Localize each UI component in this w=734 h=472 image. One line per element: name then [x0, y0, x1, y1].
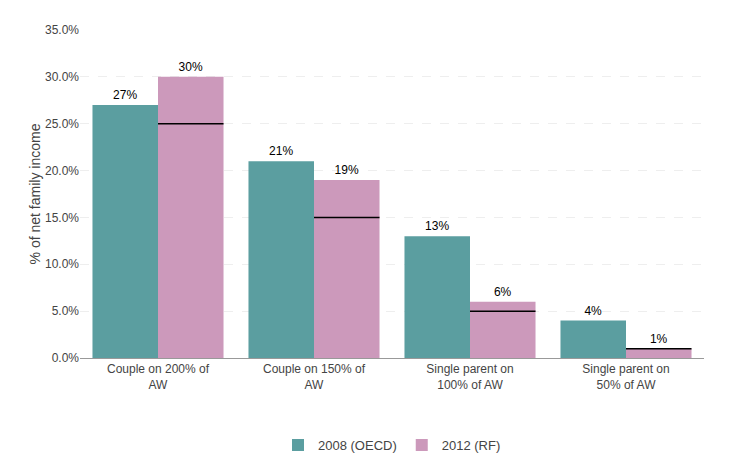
svg-text:27%: 27%	[113, 88, 137, 102]
svg-text:0.0%: 0.0%	[52, 351, 80, 365]
svg-text:30%: 30%	[179, 60, 203, 74]
svg-text:% of net family income: % of net family income	[27, 123, 43, 264]
svg-text:15.0%: 15.0%	[45, 211, 79, 225]
svg-text:25.0%: 25.0%	[45, 117, 79, 131]
svg-text:4%: 4%	[584, 304, 602, 318]
svg-text:35.0%: 35.0%	[45, 23, 79, 37]
svg-text:2012 (RF): 2012 (RF)	[442, 438, 501, 453]
svg-text:13%: 13%	[425, 219, 449, 233]
svg-text:1%: 1%	[650, 332, 668, 346]
svg-text:2008 (OECD): 2008 (OECD)	[318, 438, 397, 453]
svg-text:Single parent on100% of AW: Single parent on100% of AW	[426, 362, 513, 392]
svg-text:Couple on 200% ofAW: Couple on 200% ofAW	[107, 362, 210, 392]
svg-text:21%: 21%	[269, 144, 293, 158]
svg-text:30.0%: 30.0%	[45, 70, 79, 84]
svg-text:6%: 6%	[494, 285, 512, 299]
svg-text:20.0%: 20.0%	[45, 164, 79, 178]
svg-text:5.0%: 5.0%	[52, 304, 80, 318]
svg-text:Single parent on50% of AW: Single parent on50% of AW	[582, 362, 669, 392]
svg-text:10.0%: 10.0%	[45, 257, 79, 271]
svg-text:19%: 19%	[335, 163, 359, 177]
svg-text:Couple on 150% ofAW: Couple on 150% ofAW	[263, 362, 366, 392]
